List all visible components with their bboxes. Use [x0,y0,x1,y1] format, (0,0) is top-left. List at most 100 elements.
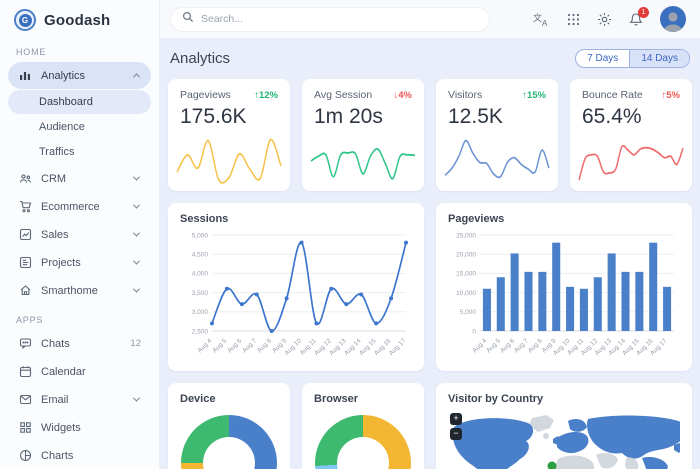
sidebar-item-projects[interactable]: Projects [8,249,151,276]
brand[interactable]: G Goodash [0,0,159,37]
pageviews-sparkline [176,131,282,185]
mail-icon [18,393,32,407]
brand-name: Goodash [44,12,110,29]
sidebar-item-audience[interactable]: Audience [8,115,151,139]
app-root: G Goodash HOME Analytics Dashboard Audie… [0,0,700,469]
gear-icon[interactable] [597,12,612,27]
sidebar-item-label: Email [41,394,125,406]
map-zoom-in-button[interactable]: + [450,413,462,425]
sidebar-item-crm[interactable]: CRM [8,165,151,192]
main-area: 文A 1 Analytics [160,0,700,469]
apps-grid-icon[interactable] [567,13,580,26]
sidebar-item-email[interactable]: Email [8,386,151,413]
sidebar-item-label: Projects [41,257,125,269]
chevron-down-icon [133,230,140,237]
kpi-label: Pageviews [180,89,231,101]
visitor-by-country-card: Visitor by Country + − [436,383,692,469]
language-icon[interactable]: 文A [533,12,550,27]
chevron-down-icon [133,286,140,293]
sessions-title: Sessions [180,213,412,225]
svg-text:文: 文 [533,12,542,23]
pageviews-title: Pageviews [448,213,680,225]
bell-icon[interactable]: 1 [629,12,643,27]
bottom-row: Device Browser Visitor by Country + − [168,383,692,469]
map-marker[interactable] [548,462,557,469]
sidebar-item-sales[interactable]: Sales [8,221,151,248]
kpi-row: Pageviews↑12% 175.6K Avg Session↓4% 1m 2… [168,79,692,191]
chevron-down-icon [133,258,140,265]
range-14-days-button[interactable]: 14 Days [629,50,689,67]
svg-text:5,000: 5,000 [460,309,477,316]
notification-badge: 1 [638,7,649,18]
sidebar-item-charts[interactable]: Charts [8,442,151,469]
map-zoom-out-button[interactable]: − [450,428,462,440]
sidebar-item-ecommerce[interactable]: Ecommerce [8,193,151,220]
sidebar-item-label: Chats [41,338,121,350]
page-head: Analytics 7 Days 14 Days [170,49,690,68]
search-bar[interactable] [170,7,490,32]
calendar-icon [18,365,32,379]
sidebar-item-label: Smarthome [41,285,125,297]
sidebar-item-smarthome[interactable]: Smarthome [8,277,151,304]
sidebar-item-widgets[interactable]: Widgets [8,414,151,441]
svg-text:Aug 5: Aug 5 [211,337,228,354]
svg-text:2,500: 2,500 [192,328,209,335]
svg-text:5,000: 5,000 [192,232,209,239]
search-input[interactable] [201,13,478,25]
kpi-value: 1m 20s [314,105,412,129]
kpi-label: Bounce Rate [582,89,643,101]
svg-text:Aug 8: Aug 8 [527,337,544,354]
people-icon [18,172,32,186]
range-7-days-button[interactable]: 7 Days [576,50,629,67]
avatar[interactable] [660,6,686,32]
page-title: Analytics [170,50,230,67]
projects-icon [18,256,32,270]
svg-text:Aug 6: Aug 6 [226,337,243,354]
sidebar-item-label: Charts [41,450,141,462]
svg-text:10,000: 10,000 [456,290,476,297]
kpi-delta: ↓4% [394,90,412,101]
search-icon [182,10,194,28]
sidebar-item-calendar[interactable]: Calendar [8,358,151,385]
svg-text:4,000: 4,000 [192,271,209,278]
pageviews-bar-chart: 05,00010,00015,00020,00025,000Aug 4Aug 5… [448,227,680,368]
sidebar-item-chats[interactable]: Chats 12 [8,330,151,357]
kpi-delta: ↑5% [662,90,680,101]
kpi-label: Visitors [448,89,482,101]
sidebar-item-label: Widgets [41,422,141,434]
device-donut-chart [181,415,277,469]
sidebar: G Goodash HOME Analytics Dashboard Audie… [0,0,160,469]
pie-chart-icon [18,449,32,463]
kpi-card-bounce-rate: Bounce Rate↑5% 65.4% [570,79,692,191]
kpi-value: 175.6K [180,105,278,129]
svg-text:A: A [542,19,548,27]
kpi-delta: ↑12% [254,90,278,101]
sidebar-item-analytics[interactable]: Analytics [8,62,151,89]
charts-row: Sessions 2,5003,0003,5004,0004,5005,000A… [168,203,692,371]
sidebar-item-traffics[interactable]: Traffics [8,140,151,164]
topbar-icons: 文A 1 [533,6,686,32]
svg-text:20,000: 20,000 [456,252,476,259]
device-card: Device [168,383,290,469]
sidebar-item-dashboard[interactable]: Dashboard [8,90,151,114]
svg-text:Aug 4: Aug 4 [471,337,488,354]
kpi-card-pageviews: Pageviews ↑12% 175.6K [168,79,290,191]
kpi-value: 12.5K [448,105,546,129]
kpi-delta: ↑15% [522,90,546,101]
sidebar-item-label: Calendar [41,366,141,378]
sidebar-item-label: Ecommerce [41,201,125,213]
visitors-sparkline [444,131,550,185]
sidebar-item-label: Traffics [39,146,74,158]
bounce-rate-sparkline [578,131,684,185]
chats-count-badge: 12 [130,338,141,349]
chevron-up-icon [133,73,140,80]
brand-logo-icon: G [14,9,36,31]
cart-icon [18,200,32,214]
chevron-down-icon [133,174,140,181]
home-icon [18,284,32,298]
svg-text:Aug 6: Aug 6 [499,337,516,354]
content: Analytics 7 Days 14 Days Pageviews ↑12% 1… [160,38,700,469]
sessions-line-chart: 2,5003,0003,5004,0004,5005,000Aug 4Aug 5… [180,227,412,368]
sidebar-item-label: Sales [41,229,125,241]
browser-card: Browser [302,383,424,469]
